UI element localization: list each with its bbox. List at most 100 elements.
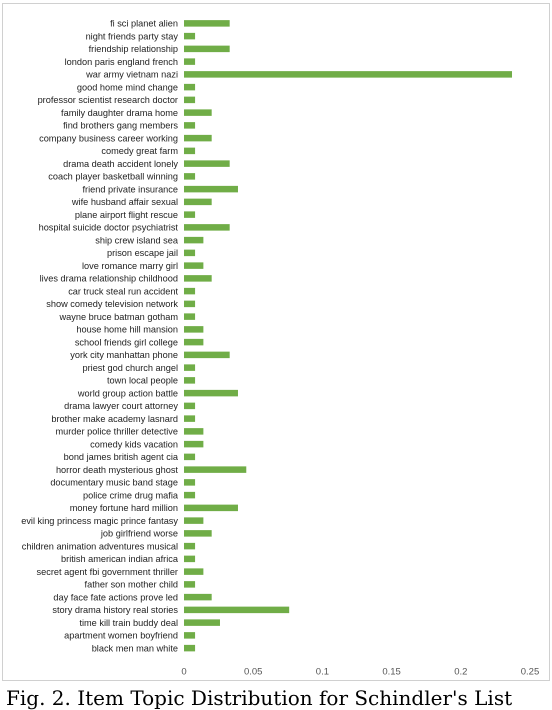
- category-label: love romance marry girl: [82, 261, 178, 271]
- category-label: priest god church angel: [82, 363, 178, 373]
- category-label: company business career working: [39, 133, 178, 143]
- bar: [184, 581, 196, 588]
- bar: [184, 134, 212, 142]
- bar: [184, 428, 204, 435]
- category-label: time kill train buddy deal: [79, 618, 178, 628]
- category-label: evil king princess magic prince fantasy: [21, 516, 178, 526]
- bar: [184, 45, 230, 53]
- bar: [184, 504, 238, 512]
- category-label: house home hill mansion: [76, 325, 178, 335]
- bar: [184, 109, 212, 116]
- x-tick-label: 0.25: [521, 667, 540, 678]
- category-label: york city manhattan phone: [70, 350, 178, 360]
- category-label: wayne bruce batman gotham: [59, 312, 179, 322]
- bar: [184, 606, 290, 614]
- category-label: job girlfriend worse: [100, 529, 178, 539]
- bar: [184, 542, 196, 550]
- bar: [184, 530, 212, 537]
- bar: [184, 160, 230, 167]
- bar: [184, 402, 196, 410]
- bar: [184, 364, 196, 371]
- bar: [184, 517, 204, 524]
- bar: [184, 96, 196, 104]
- bar: [184, 632, 196, 639]
- bar: [184, 389, 238, 397]
- category-label: professor scientist research doctor: [38, 95, 178, 105]
- category-label: police crime drug mafia: [83, 490, 179, 500]
- bar: [184, 555, 196, 563]
- x-tick-label: 0: [181, 667, 186, 678]
- bar: [184, 351, 230, 359]
- category-label: prison escape jail: [107, 248, 178, 258]
- category-label: good home mind change: [77, 82, 178, 92]
- bar: [184, 440, 204, 448]
- bar: [184, 619, 220, 626]
- category-label: friend private insurance: [83, 184, 179, 194]
- category-label: father son mother child: [85, 580, 178, 590]
- category-label: friendship relationship: [89, 44, 178, 54]
- bar: [184, 568, 204, 575]
- category-label: black men man white: [92, 643, 178, 653]
- bar: [184, 262, 204, 269]
- category-label: ship crew island sea: [95, 235, 179, 245]
- category-label: money fortune hard million: [70, 503, 178, 513]
- bar-chart: fi sci planet alien night friends party s…: [21, 19, 539, 678]
- bar: [184, 249, 196, 257]
- bar: [184, 593, 212, 601]
- category-label: car truck steal run accident: [68, 286, 178, 296]
- bar: [184, 377, 196, 384]
- bar: [184, 71, 513, 78]
- category-label: comedy kids vacation: [90, 439, 178, 449]
- bar: [184, 275, 212, 282]
- category-label: world group action battle: [77, 388, 178, 398]
- category-label: coach player basketball winning: [48, 172, 178, 182]
- x-tick-labels: 0 0.05 0.1 0.15 0.2 0.25: [181, 667, 539, 678]
- bar: [184, 211, 196, 218]
- bar: [184, 185, 238, 193]
- category-label: brother make academy lasnard: [51, 414, 178, 424]
- category-label: night friends party stay: [86, 31, 179, 41]
- bar: [184, 32, 196, 40]
- x-tick-label: 0.2: [454, 667, 467, 678]
- category-label: story drama history real stories: [52, 605, 178, 615]
- bar: [184, 491, 196, 499]
- category-label: london paris england french: [65, 57, 178, 67]
- x-tick-label: 0.15: [382, 667, 401, 678]
- category-label: fi sci planet alien: [110, 19, 178, 29]
- category-label: find brothers gang members: [63, 121, 178, 131]
- category-label: plane airport flight rescue: [75, 210, 178, 220]
- bar: [184, 300, 196, 308]
- category-label: documentary music band stage: [50, 478, 178, 488]
- category-label: secret agent fbi government thriller: [37, 567, 178, 577]
- bar: [184, 338, 204, 346]
- category-label: town local people: [107, 376, 178, 386]
- bar: [184, 58, 196, 65]
- bar: [184, 122, 196, 129]
- bar: [184, 453, 196, 461]
- bar: [184, 236, 204, 244]
- figure-caption: Fig. 2. Item Topic Distribution for Schi…: [6, 686, 513, 710]
- bar: [184, 198, 212, 206]
- category-label: war army vietnam nazi: [85, 70, 178, 80]
- bar: [184, 147, 196, 155]
- x-tick-label: 0.05: [244, 667, 263, 678]
- category-label: drama lawyer court attorney: [64, 401, 178, 411]
- bars: [184, 20, 513, 652]
- bar: [184, 83, 196, 91]
- category-label: murder police thriller detective: [55, 427, 178, 437]
- category-label: bond james british agent cia: [64, 452, 179, 462]
- category-label: day face fate actions prove led: [53, 592, 178, 602]
- category-label: horror death mysterious ghost: [56, 465, 178, 475]
- category-label: comedy great farm: [101, 146, 178, 156]
- category-label: apartment women boyfriend: [64, 631, 178, 641]
- bar: [184, 20, 230, 27]
- category-labels: fi sci planet alien night friends party s…: [21, 19, 179, 654]
- x-tick-label: 0.1: [316, 667, 329, 678]
- bar: [184, 313, 196, 320]
- category-label: british american indian africa: [61, 554, 179, 564]
- bar: [184, 415, 196, 422]
- category-label: lives drama relationship childhood: [40, 274, 178, 284]
- bar: [184, 479, 196, 486]
- bar: [184, 224, 230, 231]
- category-label: children animation adventures musical: [22, 541, 178, 551]
